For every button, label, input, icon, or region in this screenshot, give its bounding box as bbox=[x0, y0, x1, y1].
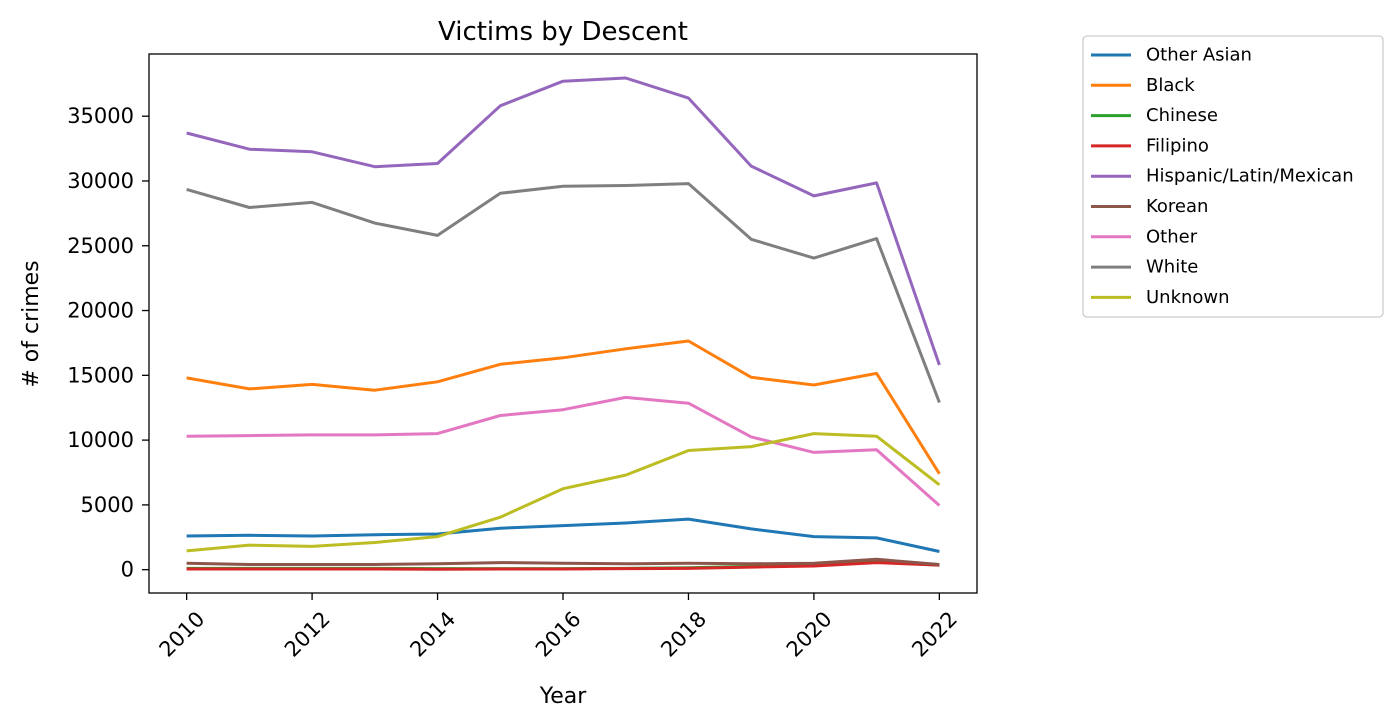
y-axis-title: # of crimes bbox=[19, 260, 44, 387]
series-line-filipino bbox=[186, 561, 940, 571]
series-line-hispanic-latin-mexican bbox=[186, 76, 941, 366]
legend-label: Hispanic/Latin/Mexican bbox=[1146, 166, 1354, 187]
legend-label: Black bbox=[1146, 75, 1195, 96]
y-tick-label: 15000 bbox=[67, 363, 134, 387]
y-tick-label: 20000 bbox=[67, 299, 134, 323]
legend-label: Korean bbox=[1146, 196, 1208, 217]
series-layer bbox=[186, 76, 941, 571]
legend-label: White bbox=[1146, 257, 1198, 278]
x-tick-label: 2020 bbox=[782, 607, 837, 662]
x-tick-label: 2018 bbox=[656, 607, 711, 662]
y-tick-label: 5000 bbox=[81, 493, 134, 517]
series-line-other bbox=[186, 395, 941, 507]
series-line-other-asian bbox=[186, 517, 940, 553]
legend-label: Other Asian bbox=[1146, 45, 1252, 66]
x-axis-title: Year bbox=[539, 684, 588, 709]
x-tick-label: 2012 bbox=[280, 607, 335, 662]
y-axis: 0 5000 10000 15000 20000 25000 30000 35000 bbox=[67, 104, 149, 582]
y-tick-label: 0 bbox=[121, 558, 134, 582]
series-line-white bbox=[186, 182, 941, 404]
y-tick-label: 30000 bbox=[67, 169, 134, 193]
legend-label: Chinese bbox=[1146, 105, 1218, 126]
x-tick-label: 2016 bbox=[531, 607, 586, 662]
legend-label: Filipino bbox=[1146, 135, 1209, 156]
chart-title: Victims by Descent bbox=[438, 17, 688, 47]
series-line-black bbox=[186, 339, 941, 475]
x-tick-label: 2014 bbox=[405, 607, 460, 662]
y-tick-label: 10000 bbox=[67, 428, 134, 452]
series-line-unknown bbox=[186, 432, 941, 553]
legend-items: Other Asian Black Chinese Filipino Hispanic/… bbox=[1091, 45, 1354, 308]
legend-label: Unknown bbox=[1146, 287, 1230, 308]
legend-label: Other bbox=[1146, 226, 1198, 247]
x-tick-label: 2010 bbox=[155, 607, 210, 662]
legend-frame bbox=[1082, 35, 1384, 318]
series-line-korean bbox=[186, 557, 940, 566]
x-tick-label: 2022 bbox=[907, 607, 962, 662]
legend: Other Asian Black Chinese Filipino Hispanic/… bbox=[1082, 35, 1384, 318]
plot-frame bbox=[148, 53, 978, 594]
x-axis: 2010 2012 2014 2016 2018 2020 2022 bbox=[155, 593, 962, 662]
y-tick-label: 25000 bbox=[67, 234, 134, 258]
y-tick-label: 35000 bbox=[67, 104, 134, 128]
